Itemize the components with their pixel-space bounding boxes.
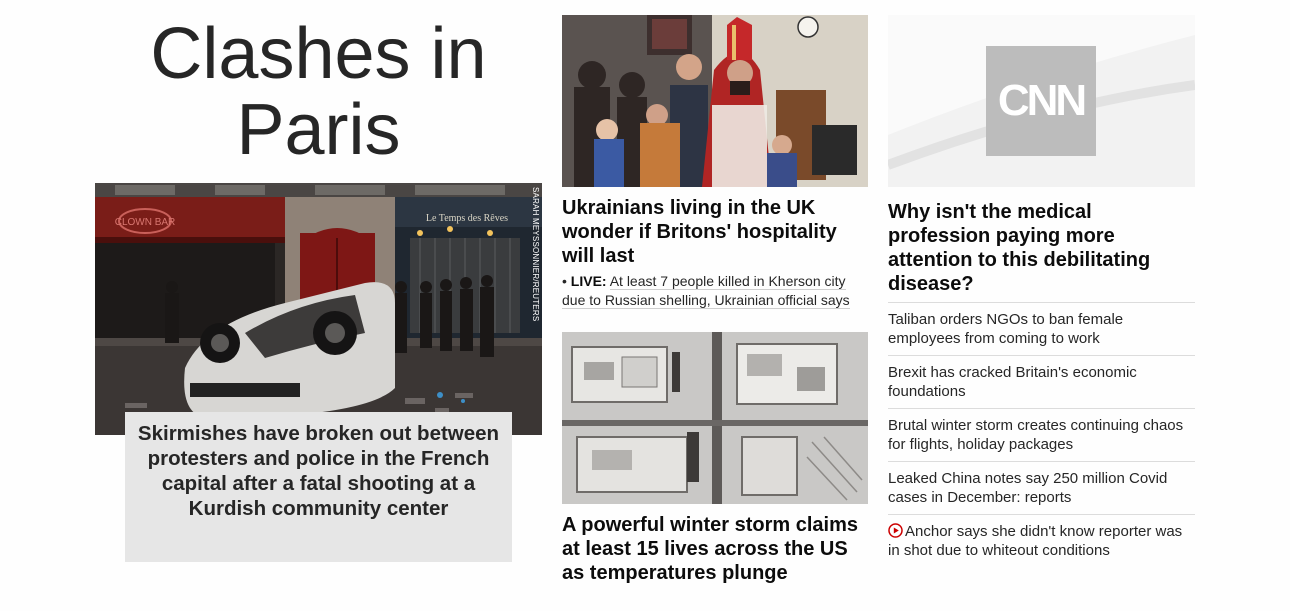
headline-list: Taliban orders NGOs to ban female employ… bbox=[888, 302, 1195, 567]
live-update-link[interactable]: • LIVE: At least 7 people killed in Kher… bbox=[562, 272, 862, 310]
overturned-car-image: CLOWN BAR Le Temps des Rêves bbox=[95, 183, 542, 435]
clown-bar-sign: CLOWN BAR bbox=[115, 217, 176, 228]
headline-text[interactable]: Taliban orders NGOs to ban female employ… bbox=[888, 311, 1124, 347]
play-icon bbox=[888, 523, 903, 538]
photo-credit: SARAH MEYSSONNIER/REUTERS bbox=[531, 187, 540, 322]
headline-text[interactable]: Brexit has cracked Britain's economic fo… bbox=[888, 364, 1137, 400]
winter-storm-story-headline[interactable]: A powerful winter storm claims at least … bbox=[562, 514, 858, 584]
medical-story-headline[interactable]: Why isn't the medical profession paying … bbox=[888, 201, 1151, 295]
headline-item[interactable]: Brexit has cracked Britain's economic fo… bbox=[888, 355, 1195, 408]
live-update-text[interactable]: At least 7 people killed in Kherson city… bbox=[562, 273, 850, 309]
ukrainians-story-headline[interactable]: Ukrainians living in the UK wonder if Br… bbox=[562, 197, 837, 267]
lead-headline-line-2[interactable]: Paris bbox=[236, 90, 401, 170]
headline-item[interactable]: Brutal winter storm creates continuing c… bbox=[888, 408, 1195, 461]
headline-item-video[interactable]: Anchor says she didn't know reporter was… bbox=[888, 514, 1195, 567]
lead-headline[interactable]: Clashes in Paris bbox=[95, 16, 542, 168]
shop-sign: Le Temps des Rêves bbox=[426, 213, 508, 224]
headline-item[interactable]: Leaked China notes say 250 million Covid… bbox=[888, 461, 1195, 514]
lead-headline-line-1[interactable]: Clashes in bbox=[150, 14, 487, 94]
cnn-logo-icon: CNN bbox=[997, 76, 1087, 125]
headline-item[interactable]: Taliban orders NGOs to ban female employ… bbox=[888, 302, 1195, 355]
ukrainians-story-image[interactable] bbox=[562, 15, 868, 187]
lead-photo[interactable]: CLOWN BAR Le Temps des Rêves bbox=[95, 183, 542, 435]
headline-text[interactable]: Leaked China notes say 250 million Covid… bbox=[888, 470, 1168, 506]
cnn-placeholder-image bbox=[888, 15, 1195, 187]
medical-story-image[interactable]: CNN bbox=[888, 15, 1195, 187]
winter-storm-story-image[interactable] bbox=[562, 332, 868, 504]
headline-text[interactable]: Anchor says she didn't know reporter was… bbox=[888, 523, 1183, 559]
bullet: • bbox=[562, 273, 571, 289]
st-nicholas-celebration-image bbox=[562, 15, 868, 187]
headline-text[interactable]: Brutal winter storm creates continuing c… bbox=[888, 417, 1184, 453]
lead-caption[interactable]: Skirmishes have broken out between prote… bbox=[125, 412, 512, 562]
live-label: LIVE: bbox=[570, 273, 607, 289]
snowy-aerial-image bbox=[562, 332, 868, 504]
